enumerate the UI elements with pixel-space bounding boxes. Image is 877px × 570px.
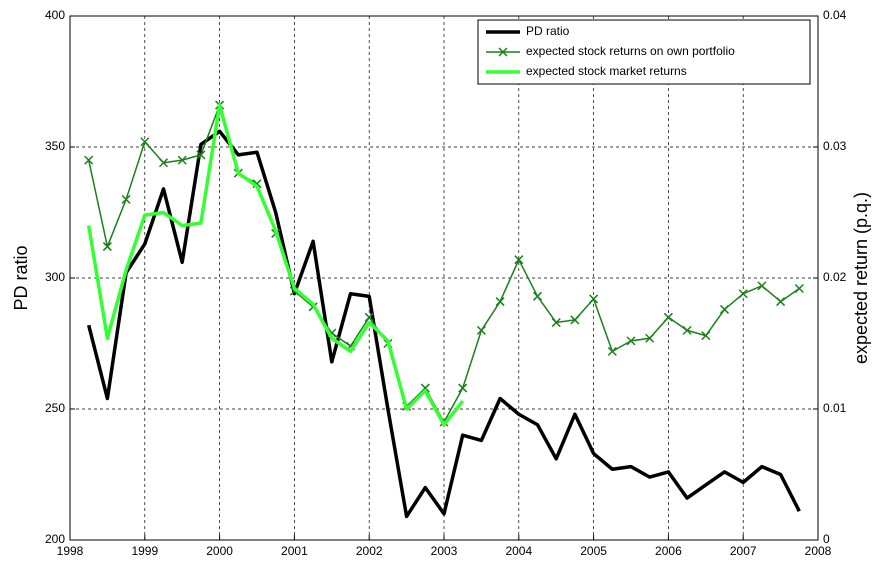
point-marker <box>158 158 169 168</box>
point-marker <box>607 346 617 356</box>
y-tick-label: 200 <box>45 532 65 546</box>
point-marker <box>514 255 524 265</box>
point-marker <box>701 331 711 341</box>
point-marker <box>776 297 786 307</box>
point-marker <box>645 333 655 343</box>
series-line <box>86 103 465 427</box>
legend-marker <box>498 47 508 57</box>
x-tick-label: 2007 <box>730 544 757 558</box>
x-tick-label: 2004 <box>505 544 532 558</box>
point-marker <box>458 383 468 393</box>
legend-label: expected stock market returns <box>526 64 687 78</box>
x-tick-label: 2001 <box>281 544 308 558</box>
point-marker <box>570 315 580 325</box>
y-tick-label: 300 <box>45 270 65 284</box>
point-marker <box>140 137 150 147</box>
y2-tick-label: 0.03 <box>823 139 847 153</box>
y2-axis-label: expected return (p.q.) <box>851 192 871 364</box>
y2-tick-label: 0.02 <box>823 270 847 284</box>
point-marker <box>289 286 299 296</box>
point-marker <box>420 383 430 393</box>
y-axis-label: PD ratio <box>11 245 31 310</box>
legend-label: expected stock returns on own portfolio <box>526 44 735 58</box>
point-marker <box>738 289 748 299</box>
point-marker <box>532 291 543 301</box>
y-tick-label: 400 <box>45 8 65 22</box>
x-tick-label: 2005 <box>580 544 607 558</box>
point-marker <box>626 336 636 346</box>
point-marker <box>589 294 599 304</box>
x-tick-label: 2006 <box>655 544 682 558</box>
point-marker <box>196 150 206 160</box>
plot-frame <box>69 15 819 541</box>
legend-box <box>477 19 811 85</box>
x-tick-label: 2008 <box>805 544 832 558</box>
point-marker <box>102 242 112 252</box>
y2-tick-label: 0 <box>823 532 830 546</box>
point-marker <box>719 304 730 314</box>
x-tick-label: 1999 <box>131 544 158 558</box>
y2-tick-label: 0.04 <box>823 8 847 22</box>
legend: PD ratio expected stock returns on own po… <box>477 19 811 85</box>
point-marker <box>757 281 767 291</box>
y-tick-label: 350 <box>45 139 65 153</box>
point-marker <box>121 194 131 204</box>
point-marker <box>476 325 486 335</box>
x-tick-label: 2000 <box>206 544 233 558</box>
point-marker <box>682 325 692 335</box>
legend-label: PD ratio <box>526 24 570 38</box>
x-tick-label: 2003 <box>431 544 458 558</box>
x-tick-label: 2002 <box>356 544 383 558</box>
point-marker <box>364 312 374 322</box>
y2-tick-label: 0.01 <box>823 401 847 415</box>
point-marker <box>794 283 804 294</box>
point-marker <box>495 297 505 307</box>
y-tick-label: 250 <box>45 401 65 415</box>
point-marker <box>177 155 187 165</box>
x-tick-label: 1998 <box>57 544 84 558</box>
point-marker <box>551 318 561 328</box>
point-marker <box>84 155 94 165</box>
point-marker <box>663 312 673 322</box>
